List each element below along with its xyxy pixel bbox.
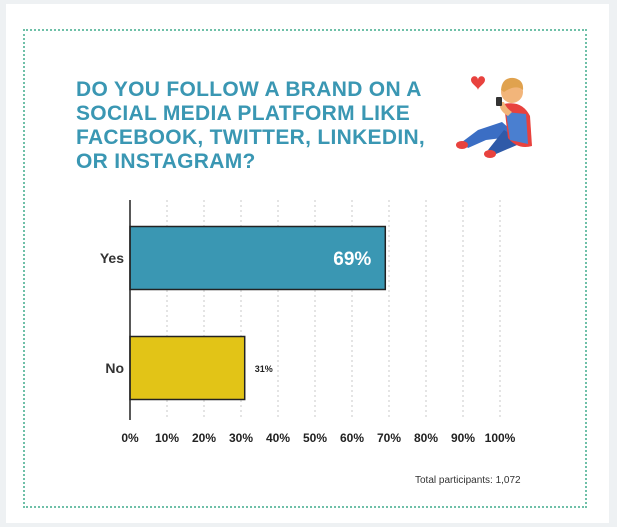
- person-on-phone-with-heart-icon: [456, 76, 532, 158]
- total-participants-note: Total participants: 1,072: [415, 475, 521, 486]
- bar-yes: [129, 225, 387, 291]
- category-label: No: [105, 360, 124, 376]
- value-label: 69%: [333, 249, 371, 270]
- x-tick-label: 0%: [121, 431, 139, 445]
- x-tick-label: 90%: [451, 431, 475, 445]
- x-tick-label: 50%: [303, 431, 327, 445]
- x-tick-label: 60%: [340, 431, 364, 445]
- x-tick-label: 40%: [266, 431, 290, 445]
- chart-title: DO YOU FOLLOW A BRAND ON A SOCIAL MEDIA …: [76, 78, 426, 173]
- value-label: 31%: [255, 364, 273, 374]
- category-label: Yes: [100, 250, 124, 266]
- bar-no: [129, 335, 246, 401]
- x-tick-label: 70%: [377, 431, 401, 445]
- heart-icon: [471, 76, 485, 90]
- x-tick-label: 80%: [414, 431, 438, 445]
- x-tick-label: 20%: [192, 431, 216, 445]
- dotted-frame: [23, 29, 587, 508]
- x-tick-label: 100%: [485, 431, 516, 445]
- x-tick-label: 10%: [155, 431, 179, 445]
- x-tick-label: 30%: [229, 431, 253, 445]
